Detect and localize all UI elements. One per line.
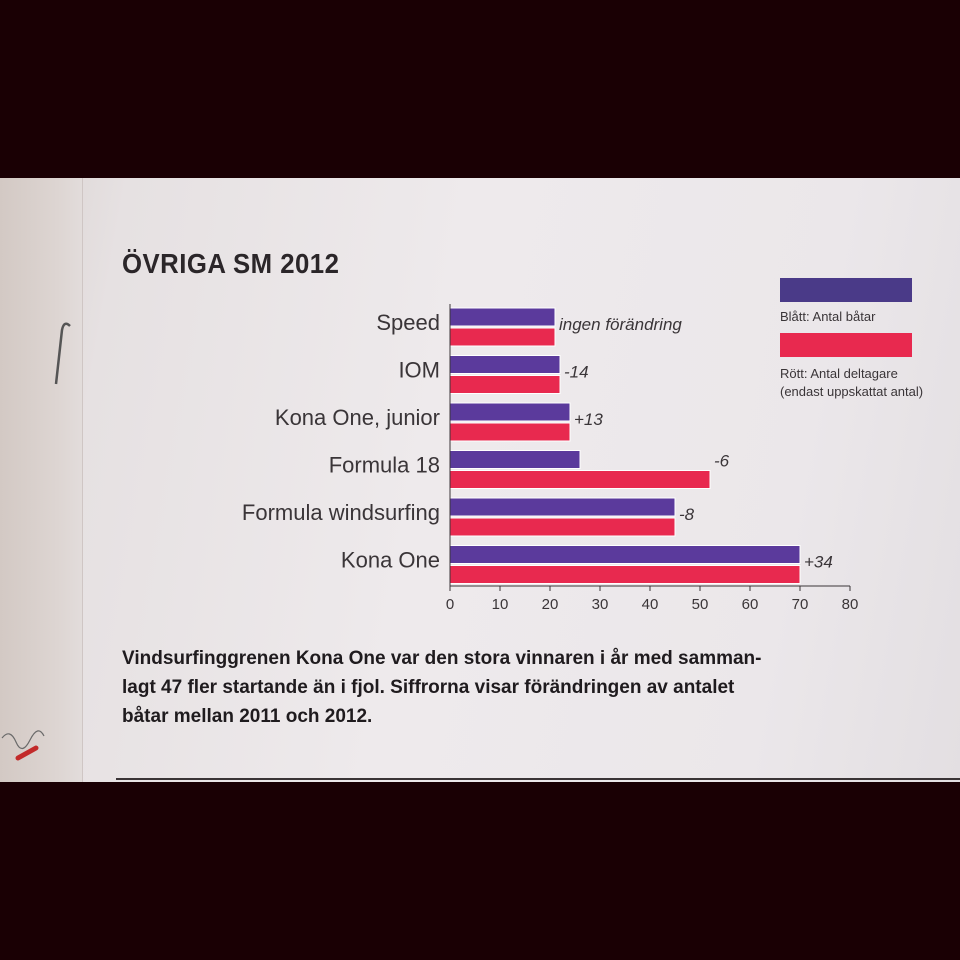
- caption-line-3: båtar mellan 2011 och 2012.: [122, 706, 373, 727]
- category-label-2: Kona One, junior: [275, 405, 440, 430]
- x-tick-label-6: 60: [742, 596, 759, 613]
- chart-title: ÖVRIGA SM 2012: [122, 248, 340, 279]
- magazine-page: ÖVRIGA SM 2012 Speed IOM Kona One, junior F…: [0, 178, 960, 782]
- change-label-4: -8: [679, 505, 695, 524]
- bar-red-4: [449, 517, 676, 537]
- x-tick-label-1: 10: [492, 596, 509, 613]
- x-tick-label-5: 50: [692, 596, 709, 613]
- x-tick-label-3: 30: [592, 596, 609, 613]
- bar-blue-4: [449, 497, 676, 517]
- bar-blue-1: [449, 355, 561, 374]
- x-tick-label-4: 40: [642, 596, 659, 613]
- chart-caption: Vindsurfinggrenen Kona One var den stora…: [122, 644, 922, 731]
- bars-layer: [449, 307, 801, 584]
- caption-line-1: Vindsurfinggrenen Kona One var den stora…: [122, 648, 762, 669]
- category-label-1: IOM: [398, 358, 440, 383]
- legend-blue-label: Blått: Antal båtar: [780, 309, 876, 324]
- change-label-3: -6: [714, 452, 730, 471]
- bar-red-0: [449, 327, 556, 347]
- caption-line-2: lagt 47 fler startande än i fjol. Siffro…: [122, 677, 735, 698]
- handwritten-scribble: [1, 730, 45, 761]
- category-label-5: Kona One: [341, 548, 440, 573]
- x-tick-label-0: 0: [446, 596, 454, 613]
- bar-blue-5: [449, 545, 801, 564]
- change-label-0: ingen förändring: [559, 315, 682, 334]
- change-label-1: -14: [564, 363, 589, 382]
- change-label-5: +34: [804, 553, 833, 572]
- category-label-3: Formula 18: [329, 453, 440, 478]
- x-tick-label-8: 80: [842, 596, 859, 613]
- bar-chart: Speed IOM Kona One, junior Formula 18 Formul…: [242, 304, 859, 613]
- bar-red-1: [449, 375, 561, 394]
- legend-red-label-line1: Rött: Antal deltagare: [780, 366, 898, 381]
- change-labels: ingen förändring -14 +13 -6 -8 +34: [559, 315, 833, 572]
- bar-blue-3: [449, 450, 581, 469]
- legend-red-label-line2: (endast uppskattat antal): [780, 384, 924, 399]
- x-tick-label-7: 70: [792, 596, 809, 613]
- x-tick-label-2: 20: [542, 596, 559, 613]
- bar-red-3: [449, 470, 711, 489]
- legend-blue-swatch: [780, 278, 912, 302]
- category-label-4: Formula windsurfing: [242, 500, 440, 525]
- change-label-2: +13: [574, 410, 603, 429]
- bar-blue-2: [449, 402, 571, 422]
- legend-red-swatch: [780, 333, 912, 357]
- page-margin: [0, 178, 83, 782]
- bar-blue-0: [449, 307, 556, 327]
- pen-mark: [54, 322, 71, 385]
- bar-red-5: [449, 565, 801, 584]
- category-labels: Speed IOM Kona One, junior Formula 18 Formul…: [242, 310, 440, 573]
- bottom-rule: [116, 778, 960, 780]
- category-label-0: Speed: [376, 310, 440, 335]
- bar-red-2: [449, 422, 571, 442]
- x-axis: 0 10 20 30 40 50 60 70 80: [446, 304, 859, 613]
